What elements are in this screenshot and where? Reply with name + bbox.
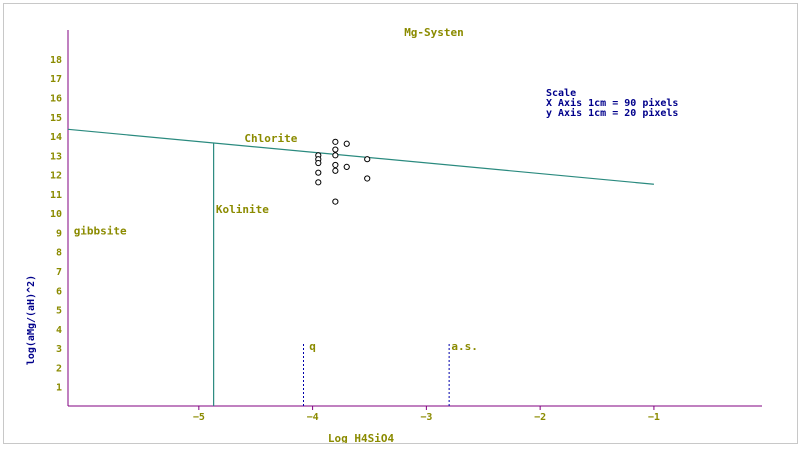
data-point	[315, 179, 322, 186]
region-label: a.s.	[451, 340, 478, 353]
region-label: Kolinite	[216, 203, 269, 216]
x-tick-label: −1	[648, 412, 660, 423]
phase-boundaries	[67, 128, 654, 406]
data-point	[332, 152, 339, 159]
x-tick-label: −3	[420, 412, 432, 423]
x-tick-labels: −5 −4 −3 −2 −1	[193, 406, 660, 423]
data-point	[343, 140, 350, 147]
y-tick-label: 18	[50, 55, 62, 66]
data-point	[364, 175, 371, 182]
y-tick-label: 4	[56, 325, 62, 336]
data-point	[315, 169, 322, 176]
y-axis-label: log(aMg/(aH)^2)	[26, 275, 37, 365]
y-tick-label: 2	[56, 363, 62, 374]
y-tick-label: 17	[50, 74, 62, 85]
x-tick-label: −5	[193, 412, 205, 423]
y-tick-label: 10	[50, 209, 62, 220]
y-tick-label: 14	[50, 132, 62, 143]
sample-points	[315, 138, 371, 205]
data-point	[332, 167, 339, 174]
y-tick-label: 12	[50, 171, 62, 182]
region-label: q	[309, 340, 316, 353]
y-tick-label: 15	[50, 113, 62, 124]
region-labels: Chlorite Kolinite gibbsite q a.s.	[74, 132, 478, 353]
y-tick-label: 1	[56, 383, 62, 394]
y-tick-label: 8	[56, 248, 62, 259]
y-tick-label: 9	[56, 228, 62, 239]
data-point	[315, 159, 322, 167]
x-tick-label: −4	[307, 412, 319, 423]
x-axis-label: Log H4SiO4	[328, 432, 395, 445]
y-tick-label: 13	[50, 151, 62, 162]
chart-title: Mg-Systen	[404, 26, 464, 39]
y-tick-label: 11	[50, 190, 62, 201]
saturation-lines	[303, 342, 450, 406]
y-tick-label: 7	[56, 267, 62, 278]
y-tick-label: 6	[56, 286, 62, 297]
region-label: gibbsite	[74, 224, 127, 237]
y-tick-label: 5	[56, 306, 62, 317]
boundary-line	[67, 128, 654, 185]
region-label: Chlorite	[244, 132, 297, 145]
scale-note-line: X Axis 1cm = 90 pixels	[546, 97, 678, 109]
scale-note-line: Scale	[546, 88, 576, 99]
data-point	[332, 198, 339, 205]
data-point	[343, 163, 350, 171]
y-tick-label: 3	[56, 344, 62, 355]
data-point	[332, 138, 339, 145]
scale-note-line: y Axis 1cm = 20 pixels	[546, 107, 678, 119]
data-point	[332, 146, 339, 153]
y-tick-label: 16	[50, 93, 62, 104]
axes	[67, 30, 762, 407]
data-point	[364, 156, 371, 163]
data-point	[332, 161, 339, 169]
x-tick-label: −2	[534, 412, 546, 423]
